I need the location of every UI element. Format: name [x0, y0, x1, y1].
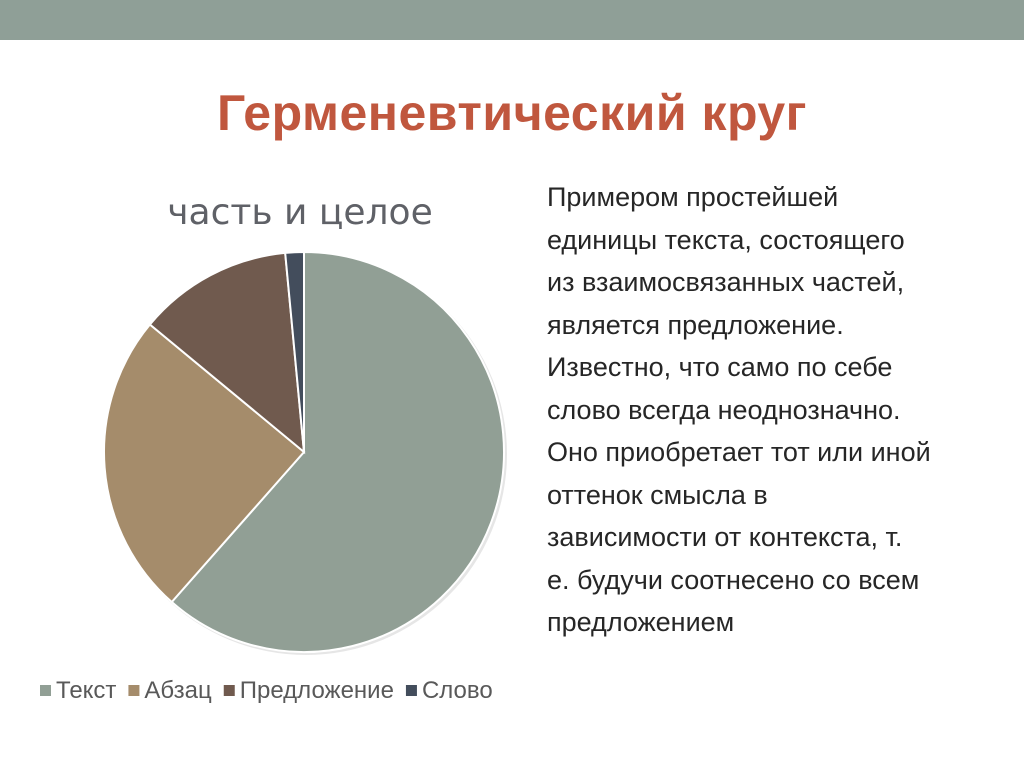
legend-swatch-4	[405, 685, 417, 696]
body-text-line: е. будучи соотнесено со всем	[547, 564, 920, 595]
body-text-line: Известно, что само по себе	[547, 352, 893, 382]
body-text-line: предложением	[547, 607, 735, 637]
chart-canvas: часть и целое Текст Абзац Предложение Слово	[40, 192, 507, 704]
body-text-line: слово всегда неоднозначно.	[547, 394, 901, 425]
body-text-line: зависимости от контекста, т.	[547, 522, 903, 552]
legend-label-4: Слово	[422, 677, 493, 704]
chart-title: часть и целое	[167, 192, 432, 233]
legend-label-3: Предложение	[240, 677, 394, 704]
top-bar	[0, 0, 1024, 40]
pie-slices	[103, 250, 507, 655]
chart-legend: Текст Абзац Предложение Слово	[40, 677, 493, 704]
legend-swatch-2	[128, 685, 140, 696]
pie-slice-2	[103, 323, 306, 604]
legend-label-2: Абзац	[144, 677, 212, 704]
body-paragraph: Примером простейшей единицы текста, состо…	[547, 176, 1007, 644]
body-text-line: Оно приобретает тот или иной	[547, 437, 931, 467]
legend-label-1: Текст	[56, 677, 116, 704]
body-text-line: из взаимосвязанных частей,	[547, 267, 905, 297]
pie-chart: часть и целое Текст Абзац Предложение Слово	[0, 180, 560, 720]
body-text-line: единицы текста, состоящего	[547, 224, 905, 255]
pie-slice-3	[148, 251, 306, 455]
legend-swatch-1	[40, 685, 51, 696]
pie-slice-4	[284, 250, 305, 453]
slide-title: Герменевтический круг	[216, 85, 808, 141]
body-text-line: Примером простейшей	[547, 182, 839, 212]
pie-slice-1	[170, 250, 505, 653]
legend-swatch-3	[223, 685, 235, 696]
body-text-line: является предложение.	[547, 309, 844, 340]
body-text-line: оттенок смысла в	[547, 479, 768, 510]
